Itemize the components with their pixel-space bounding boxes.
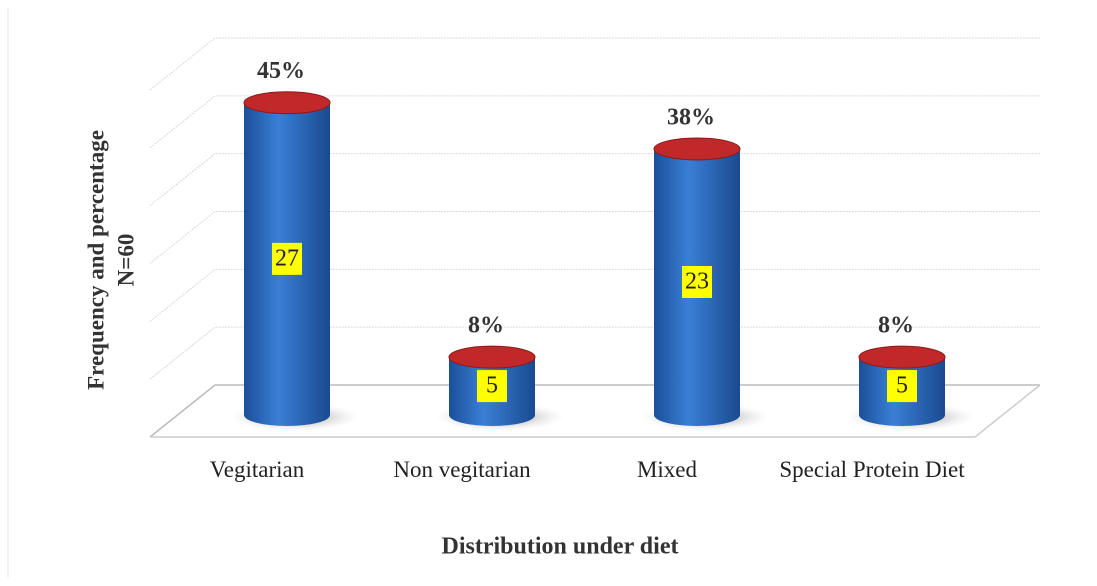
- percentage-label: 8%: [878, 313, 914, 339]
- value-label: 5: [486, 373, 498, 399]
- bar-top: [858, 345, 946, 369]
- grid-line: [149, 326, 1040, 380]
- x-tick-label: Non vegitarian: [393, 457, 531, 482]
- label-box: [272, 242, 302, 275]
- cylinder: 5 8%: [435, 313, 565, 431]
- x-tick-label: Special Protein Diet: [779, 457, 965, 482]
- bar-top: [243, 91, 331, 115]
- label-box: [477, 370, 507, 403]
- value-label: 23: [685, 268, 709, 294]
- x-tick-label: Vegitarian: [209, 457, 305, 482]
- label-box: [887, 370, 917, 403]
- x-axis-label: Distribution under diet: [442, 534, 679, 560]
- grid-line: [149, 95, 1040, 149]
- grid-line: [149, 153, 1040, 207]
- grid-line: [149, 37, 1040, 91]
- label-box: [682, 265, 712, 298]
- value-label: 5: [896, 373, 908, 399]
- y-axis-label: Frequency and percentage N=60: [83, 130, 138, 390]
- bar-top: [653, 137, 741, 161]
- cylinder: 27 45%: [230, 58, 360, 431]
- cylinder: 5 8%: [845, 313, 975, 431]
- y-label-line: Frequency and percentage: [83, 130, 108, 390]
- y-label-line: N=60: [113, 234, 138, 287]
- grid-line: [149, 211, 1040, 264]
- grid-line: [149, 268, 1040, 322]
- cylinder: 23 38%: [640, 104, 770, 431]
- percentage-label: 38%: [667, 104, 715, 130]
- percentage-label: 45%: [257, 58, 305, 84]
- bar-top: [448, 345, 536, 369]
- grid-line: [149, 384, 1040, 438]
- floor-edge: [974, 384, 1041, 438]
- value-label: 27: [275, 245, 299, 271]
- x-tick-label: Mixed: [636, 457, 698, 482]
- percentage-label: 8%: [468, 313, 504, 339]
